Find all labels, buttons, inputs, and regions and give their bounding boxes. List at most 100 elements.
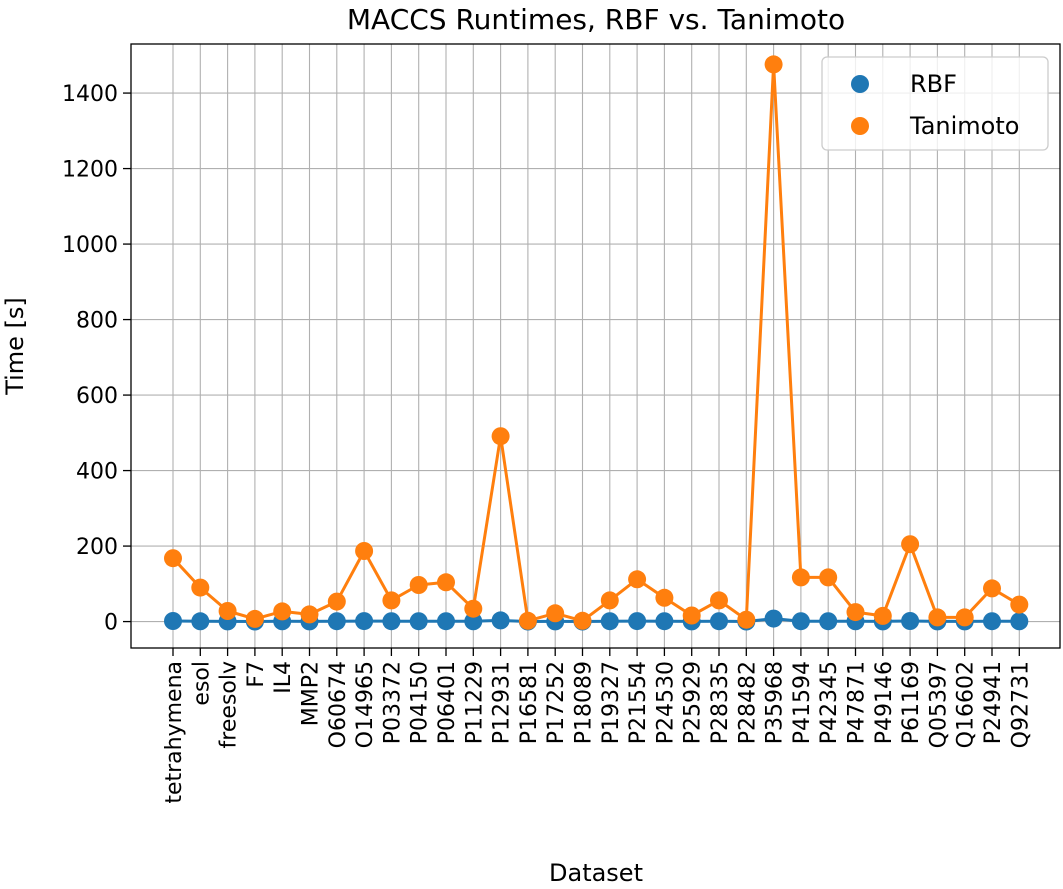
- legend-box: [821, 56, 1049, 151]
- data-point-tanimoto: [518, 611, 537, 630]
- x-tick-label: P18089: [572, 661, 597, 744]
- data-point-tanimoto: [273, 602, 292, 621]
- x-tick-label: Q16602: [954, 661, 979, 748]
- data-point-tanimoto: [901, 535, 920, 554]
- data-point-rbf: [901, 612, 920, 630]
- y-axis-label: Time [s]: [1, 297, 29, 396]
- x-tick-label: P17252: [544, 661, 569, 744]
- data-point-rbf: [164, 612, 182, 630]
- data-point-tanimoto: [983, 579, 1001, 598]
- data-point-tanimoto: [327, 592, 346, 611]
- data-point-tanimoto: [409, 576, 428, 594]
- y-tick-label: 1000: [62, 233, 118, 258]
- data-point-tanimoto: [191, 578, 210, 597]
- y-tick-label: 800: [76, 309, 118, 334]
- data-point-tanimoto: [928, 608, 947, 627]
- data-point-tanimoto: [655, 588, 674, 607]
- x-tick-label: O60674: [326, 661, 351, 748]
- data-point-rbf: [355, 612, 374, 631]
- y-tick-label: 400: [76, 460, 118, 485]
- y-tick-label: 200: [76, 535, 118, 560]
- data-point-rbf: [710, 612, 728, 631]
- x-tick-label: P61169: [899, 661, 924, 744]
- data-point-rbf: [628, 612, 647, 631]
- x-tick-label: P25929: [681, 661, 706, 744]
- x-tick-label: P47871: [845, 661, 870, 744]
- grid-lines: [131, 44, 1060, 648]
- x-tick-label: P49146: [872, 661, 897, 744]
- y-tick-label: 0: [104, 611, 118, 636]
- data-point-rbf: [600, 612, 619, 631]
- x-tick-label: P06401: [435, 661, 460, 744]
- data-point-rbf: [191, 612, 210, 631]
- data-point-tanimoto: [600, 591, 619, 610]
- x-tick-label: P28482: [735, 661, 760, 744]
- data-point-tanimoto: [164, 549, 182, 568]
- data-point-rbf: [382, 612, 401, 631]
- data-point-tanimoto: [791, 568, 810, 587]
- data-point-tanimoto: [710, 591, 728, 610]
- x-tick-label: P03372: [380, 661, 405, 744]
- data-point-tanimoto: [628, 570, 647, 589]
- data-point-tanimoto: [764, 55, 783, 74]
- data-point-tanimoto: [873, 606, 892, 625]
- x-tick-label: P16581: [517, 661, 542, 744]
- legend: RBF Tanimoto: [821, 56, 1049, 151]
- x-tick-label: freesolv: [217, 661, 242, 748]
- plot-frame: [130, 43, 1061, 649]
- data-point-tanimoto: [491, 427, 510, 446]
- x-tick-label: P11229: [462, 661, 487, 744]
- data-point-tanimoto: [1010, 595, 1029, 614]
- y-tick-label: 600: [76, 384, 118, 409]
- x-tick-label: Q05397: [926, 661, 951, 748]
- data-point-tanimoto: [355, 542, 374, 560]
- series-points: [164, 55, 1029, 631]
- data-point-rbf: [764, 609, 783, 628]
- data-point-tanimoto: [464, 599, 483, 618]
- data-point-tanimoto: [573, 611, 592, 630]
- data-point-rbf: [464, 612, 483, 631]
- data-point-tanimoto: [682, 606, 701, 625]
- data-point-tanimoto: [546, 604, 565, 623]
- x-tick-label: O14965: [353, 661, 378, 748]
- legend-marker-rbf: [851, 75, 869, 93]
- data-point-rbf: [819, 612, 838, 631]
- legend-label-tanimoto: Tanimoto: [909, 112, 1019, 140]
- x-tick-label: Q92731: [1008, 661, 1033, 748]
- data-point-tanimoto: [955, 608, 974, 627]
- data-point-tanimoto: [245, 609, 264, 628]
- data-point-rbf: [409, 612, 428, 631]
- data-point-rbf: [655, 612, 674, 631]
- y-tick-label: 1400: [62, 82, 118, 107]
- data-point-tanimoto: [300, 605, 319, 624]
- data-point-rbf: [327, 612, 346, 631]
- x-axis-label: Dataset: [549, 859, 643, 887]
- data-point-rbf: [983, 612, 1001, 631]
- x-tick-label: P19327: [599, 661, 624, 744]
- x-tick-label: P42345: [817, 661, 842, 744]
- y-tick-label: 1200: [62, 158, 118, 183]
- chart-title: MACCS Runtimes, RBF vs. Tanimoto: [347, 3, 845, 36]
- x-tick-label: MMP2: [299, 661, 324, 726]
- data-point-rbf: [1010, 612, 1029, 631]
- x-tick-label: P04150: [408, 661, 433, 744]
- data-point-tanimoto: [218, 602, 237, 620]
- x-tick-label: esol: [189, 661, 214, 706]
- data-point-rbf: [491, 611, 510, 630]
- x-tick-label: P28335: [708, 661, 733, 744]
- data-point-tanimoto: [819, 568, 838, 587]
- x-axis-ticks: tetrahymena esol freesolv F7 IL4 MMP2 O60674 O1…: [162, 648, 1033, 804]
- x-tick-label: P35968: [763, 661, 788, 744]
- data-point-tanimoto: [437, 573, 455, 592]
- series-line-rbf: [172, 617, 1020, 623]
- y-axis-ticks: 0 200 400 600 800 1000 1200 1400: [62, 82, 131, 636]
- data-point-tanimoto: [846, 603, 865, 622]
- data-point-tanimoto: [737, 610, 756, 629]
- x-tick-label: F7: [244, 661, 269, 688]
- x-tick-label: P24530: [653, 661, 678, 744]
- legend-label-rbf: RBF: [910, 70, 957, 98]
- x-tick-label: IL4: [271, 661, 296, 694]
- x-tick-label: P41594: [790, 661, 815, 744]
- x-tick-label: tetrahymena: [162, 661, 187, 804]
